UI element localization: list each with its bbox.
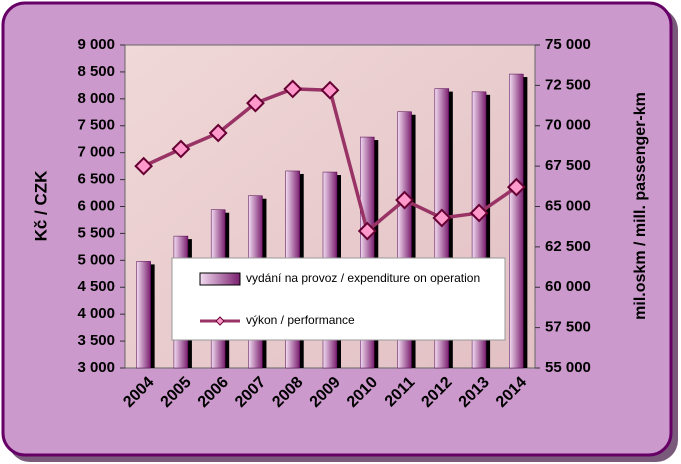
y-tick-label: 9 000 [77, 36, 115, 53]
y2-tick-label: 55 000 [545, 359, 591, 376]
legend-label: výkon / performance [246, 313, 355, 327]
y-tick-label: 5 000 [77, 251, 115, 268]
y-tick-label: 8 000 [77, 90, 115, 107]
marker [506, 177, 526, 197]
marker [395, 190, 414, 210]
y-tick-label: 3 500 [77, 332, 115, 349]
y2-tick-label: 57 500 [545, 319, 591, 336]
y-tick-label: 6 000 [77, 197, 115, 214]
marker [283, 79, 303, 99]
y2-tick-label: 72 500 [545, 76, 591, 93]
marker [208, 123, 228, 143]
y-tick-label: 6 500 [77, 171, 115, 188]
legend-marker [215, 316, 225, 326]
marker [134, 156, 154, 176]
marker [171, 139, 191, 159]
y2-tick-label: 70 000 [545, 117, 591, 134]
bar [136, 261, 151, 369]
legend-swatch [199, 272, 241, 286]
legend [171, 257, 506, 341]
marker [246, 93, 265, 113]
marker [320, 80, 340, 100]
y-tick-label: 7 500 [77, 117, 115, 134]
y-tick-label: 4 500 [77, 278, 115, 295]
y2-tick-label: 67 500 [545, 157, 591, 174]
y-tick-label: 3 000 [77, 359, 115, 376]
y2-tick-label: 62 500 [545, 238, 591, 255]
y2-axis-title: mil.oskm / mill. passenger-km [632, 92, 649, 320]
y-tick-label: 5 500 [77, 224, 115, 241]
y-tick-label: 8 500 [77, 63, 115, 80]
y2-tick-label: 60 000 [545, 278, 591, 295]
y-tick-label: 4 000 [77, 305, 115, 322]
bar [509, 73, 524, 369]
legend-label: vydání na provoz / expenditure on operat… [246, 271, 480, 285]
marker [357, 221, 377, 241]
y2-tick-label: 65 000 [545, 197, 591, 214]
marker [469, 203, 489, 223]
y-tick-label: 7 000 [77, 144, 115, 161]
y-axis-title: Kč / CZK [31, 170, 50, 242]
marker [432, 208, 452, 228]
y2-tick-label: 75 000 [545, 36, 591, 53]
